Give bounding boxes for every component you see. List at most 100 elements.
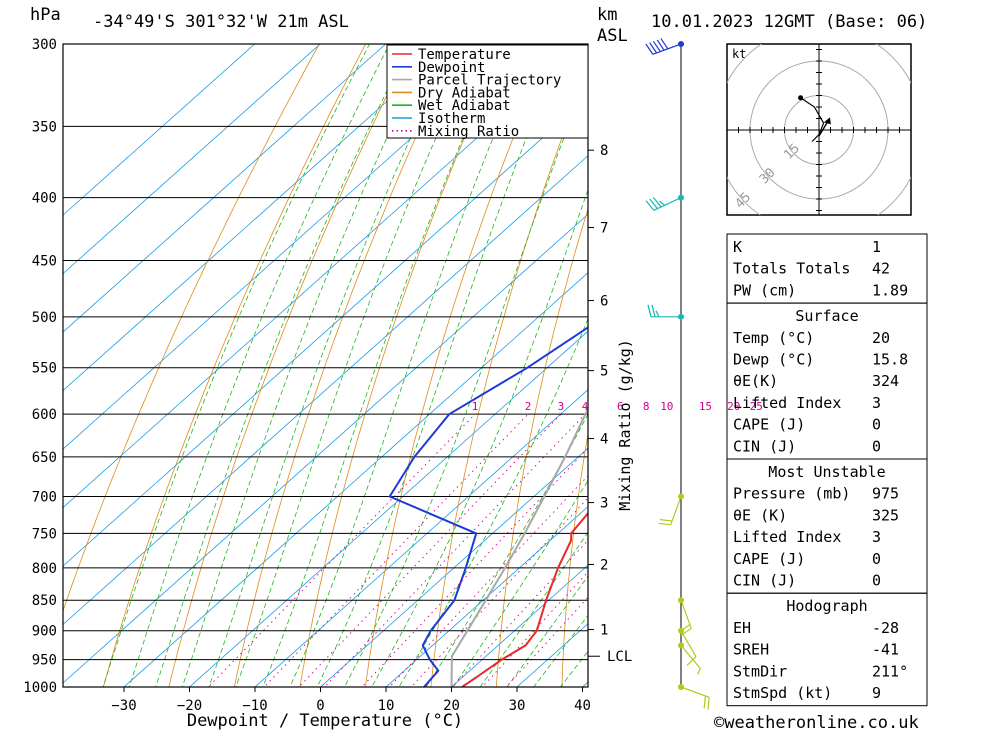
wet-adiabat-line [208,44,455,687]
wet-adiabat-line [316,44,565,687]
pressure-tick-label: 400 [32,191,57,207]
pressure-tick-label: 450 [32,254,57,270]
isotherm-line [385,506,588,687]
index-section-title: Most Unstable [768,463,885,481]
index-tables: K 1 Totals Totals 42 PW (cm) 1.89 Surface Temp … [726,233,928,707]
temperature-tick-label: −30 [111,698,136,714]
mixing-ratio-axis-label: Mixing Ratio (g/kg) [616,339,634,511]
wind-barb-feather [655,310,660,318]
wet-adiabat-line [479,531,588,687]
isotherm-line [123,272,588,687]
dry-adiabat-line [102,44,367,687]
mixing-ratio-label: 25 [750,400,763,413]
profile-series [388,326,588,687]
wet-adiabat-line [371,188,588,687]
temperature-line [461,511,588,687]
isotherm-line [63,155,588,626]
km-tick-label: 5 [600,364,608,380]
parcel-line [450,405,588,687]
index-row-value: 0 [872,550,881,568]
plot-frame [62,43,589,688]
legend-entry: Dry Adiabat [418,85,511,101]
index-row-value: 0 [872,572,881,590]
storm-motion-vector [818,121,829,137]
index-row-label: CAPE (J) [733,416,805,434]
pressure-tick-label: 300 [32,37,57,53]
isotherm-line [63,44,256,216]
mixing-ratio-line [263,413,529,687]
index-section-title: Surface [795,307,858,325]
index-row-label: Dewp (°C) [733,351,814,369]
mixing-ratio-label: 2 [525,400,532,413]
hodograph-top-marker [798,95,804,101]
legend-box [386,44,589,139]
legend-entry: Temperature [418,47,511,63]
mixing-ratio-label: 6 [617,400,624,413]
mixing-ratio-label: 10 [660,400,673,413]
wet-adiabat-line [128,44,391,687]
index-row-label: Lifted Index [733,528,841,546]
mixing-ratio-label: 4 [582,400,589,413]
wind-barb-feather [697,668,701,675]
index-row-value: 20 [872,329,890,347]
pressure-tick-label: 650 [32,450,57,466]
index-row-value: 211° [872,662,908,680]
pressure-tick-label: 550 [32,361,57,377]
hpa-label: hPa [30,5,61,25]
wind-barb-staff [680,630,697,658]
index-row-label: θE(K) [733,372,778,390]
wind-barb-feather [649,198,658,210]
isotherm-line [188,330,588,687]
temperature-tick-label: 10 [378,698,395,714]
pressure-tick-label: 850 [32,593,57,609]
wet-adiabat-line [533,614,588,687]
index-row-value: 325 [872,506,899,524]
wind-barb-feather [686,656,697,666]
wind-barb-feather [645,200,655,211]
hodograph-unit-label: kt [732,47,746,61]
index-row-label: StmSpd (kt) [733,684,832,702]
index-row-value: 9 [872,684,881,702]
isotherm-line [63,213,588,684]
wind-barb-staff [652,43,682,55]
x-axis-label: Dewpoint / Temperature (°C) [187,711,463,731]
wind-barb-feather [660,38,669,50]
index-row-label: Temp (°C) [733,329,814,347]
dry-adiabat-line [63,44,320,612]
isotherm-line [254,389,588,687]
mixing-ratio-lines [207,413,588,687]
pressure-tick-label: 600 [32,407,57,423]
km-tick-label: 3 [600,496,608,512]
location-title: -34°49'S 301°32'W 21m ASL [93,12,349,32]
index-row-value: -28 [872,619,899,637]
wind-barb-feather [656,39,665,51]
index-row-label: SREH [733,641,769,659]
pressure-tick-label: 750 [32,526,57,542]
index-row-value: 1 [872,238,881,256]
mixing-ratio-line [207,413,476,687]
wet-adiabat-line [155,44,411,687]
wind-profile [645,38,710,710]
pressure-tick-label: 350 [32,119,57,135]
storm-motion-arrowhead [823,117,831,125]
pressure-tick-label: 500 [32,310,57,326]
index-row-value: -41 [872,641,899,659]
mixing-ratio-label: 15 [699,400,712,413]
wind-barb-feather [645,43,654,55]
legend-entry: Mixing Ratio [418,124,519,140]
wind-barb-feather [703,695,707,709]
mixing-ratio-line [481,571,588,687]
wind-barb-staff [670,496,682,525]
index-row-label: CAPE (J) [733,550,805,568]
pressure-tick-label: 800 [32,561,57,577]
temperature-tick-label: −10 [242,698,267,714]
pressure-tick-label: 700 [32,490,57,506]
plot-background [63,44,588,687]
km-tick-label: 7 [600,220,608,236]
km-tick-label: 4 [600,432,608,448]
